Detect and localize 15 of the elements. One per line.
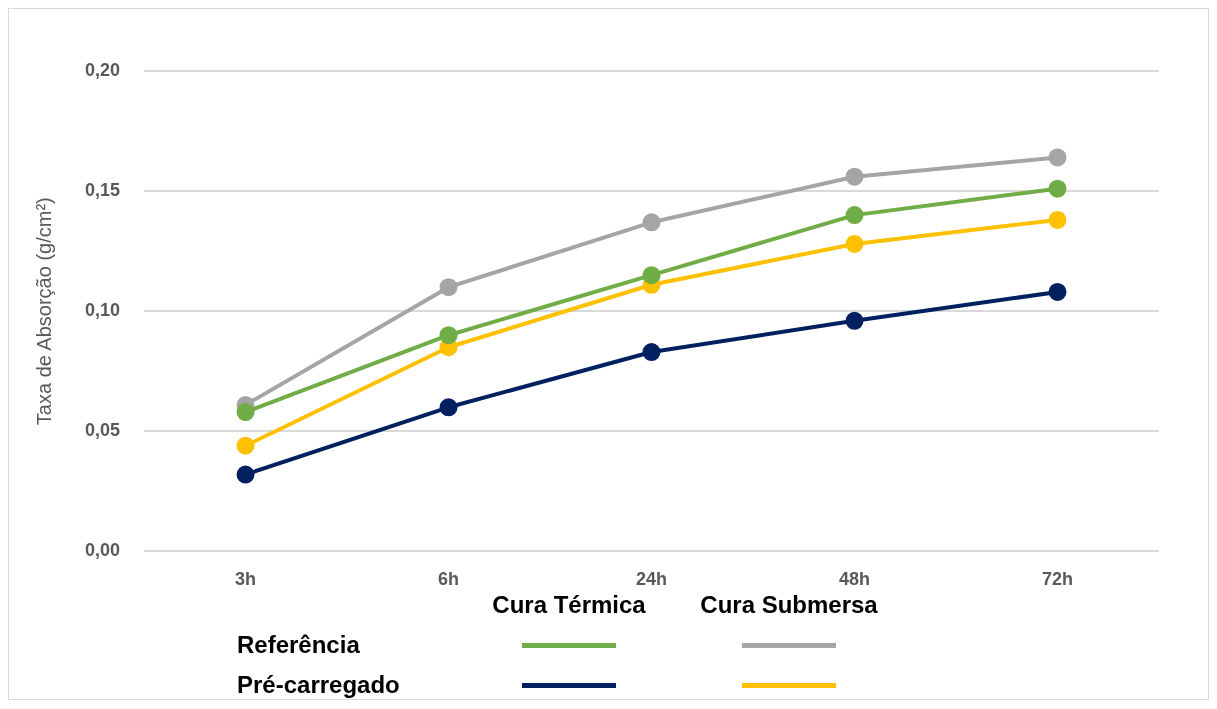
- y-tick-label: 0,00: [84, 540, 121, 561]
- text: Referência: [236, 631, 361, 659]
- y-tick-label: 0,20: [84, 59, 121, 80]
- x-tick-label: 48h: [838, 569, 871, 590]
- text: Cura Submersa: [699, 591, 879, 619]
- y-tick-label: 0,10: [84, 300, 121, 321]
- y-axis-title: Taxa de Absorção (g/cm²): [32, 197, 55, 426]
- y-tick-label: 0,15: [84, 180, 121, 201]
- x-tick-label: 24h: [636, 569, 668, 590]
- y-tick-label: 0,05: [84, 420, 121, 441]
- text: Cura Térmica: [491, 591, 647, 619]
- text: Pré-carregado: [236, 671, 401, 699]
- x-tick-label: 3h: [235, 569, 257, 590]
- x-tick-label: 6h: [438, 569, 460, 590]
- x-tick-label: 72h: [1041, 569, 1074, 590]
